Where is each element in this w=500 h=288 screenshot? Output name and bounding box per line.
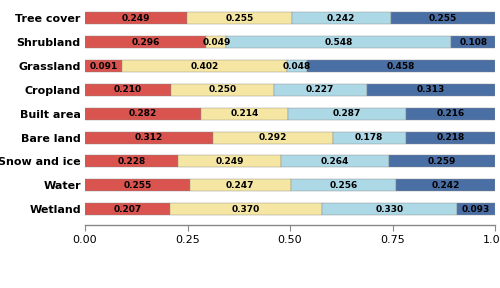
Bar bbox=[396, 179, 495, 191]
Bar bbox=[187, 12, 292, 24]
Text: 0.218: 0.218 bbox=[436, 133, 464, 142]
Bar bbox=[307, 60, 494, 72]
Text: 0.227: 0.227 bbox=[306, 86, 334, 94]
Text: 0.093: 0.093 bbox=[462, 205, 490, 214]
Bar bbox=[85, 132, 213, 143]
Bar bbox=[85, 84, 171, 96]
Legend: DW, ESA, ESRI, CLCD: DW, ESA, ESRI, CLCD bbox=[204, 285, 376, 288]
Bar bbox=[178, 156, 280, 167]
Bar bbox=[85, 12, 187, 24]
Bar bbox=[274, 84, 366, 96]
Text: 0.256: 0.256 bbox=[329, 181, 358, 190]
Text: 0.108: 0.108 bbox=[459, 38, 488, 47]
Bar bbox=[291, 179, 396, 191]
Bar bbox=[85, 203, 170, 215]
Bar bbox=[85, 36, 206, 48]
Text: 0.370: 0.370 bbox=[232, 205, 260, 214]
Text: 0.242: 0.242 bbox=[327, 14, 356, 23]
Text: 0.402: 0.402 bbox=[190, 62, 219, 71]
Text: 0.049: 0.049 bbox=[202, 38, 230, 47]
Text: 0.216: 0.216 bbox=[436, 109, 464, 118]
Text: 0.458: 0.458 bbox=[386, 62, 415, 71]
Bar bbox=[391, 12, 496, 24]
Text: 0.249: 0.249 bbox=[216, 157, 244, 166]
Bar bbox=[122, 60, 287, 72]
Bar bbox=[213, 132, 332, 143]
Text: 0.210: 0.210 bbox=[114, 86, 142, 94]
Text: 0.255: 0.255 bbox=[225, 14, 254, 23]
Bar bbox=[85, 60, 122, 72]
Text: 0.247: 0.247 bbox=[226, 181, 254, 190]
Text: 0.048: 0.048 bbox=[283, 62, 311, 71]
Bar bbox=[85, 108, 200, 120]
Text: 0.330: 0.330 bbox=[375, 205, 404, 214]
Text: 0.214: 0.214 bbox=[230, 109, 258, 118]
Bar bbox=[451, 36, 496, 48]
Bar bbox=[288, 108, 406, 120]
Bar bbox=[170, 203, 322, 215]
Text: 0.287: 0.287 bbox=[333, 109, 362, 118]
Bar bbox=[226, 36, 451, 48]
Bar bbox=[366, 84, 495, 96]
Bar bbox=[389, 156, 495, 167]
Bar bbox=[190, 179, 291, 191]
Text: 0.296: 0.296 bbox=[132, 38, 160, 47]
Bar bbox=[292, 12, 391, 24]
Text: 0.292: 0.292 bbox=[258, 133, 287, 142]
Text: 0.242: 0.242 bbox=[431, 181, 460, 190]
Bar bbox=[200, 108, 288, 120]
Text: 0.313: 0.313 bbox=[416, 86, 445, 94]
Text: 0.249: 0.249 bbox=[122, 14, 150, 23]
Text: 0.091: 0.091 bbox=[90, 62, 118, 71]
Text: 0.228: 0.228 bbox=[118, 157, 146, 166]
Text: 0.259: 0.259 bbox=[428, 157, 456, 166]
Bar bbox=[457, 203, 495, 215]
Bar bbox=[206, 36, 227, 48]
Text: 0.250: 0.250 bbox=[208, 86, 236, 94]
Bar bbox=[171, 84, 274, 96]
Text: 0.255: 0.255 bbox=[123, 181, 152, 190]
Text: 0.282: 0.282 bbox=[128, 109, 157, 118]
Bar bbox=[280, 156, 389, 167]
Text: 0.264: 0.264 bbox=[320, 157, 349, 166]
Text: 0.178: 0.178 bbox=[355, 133, 384, 142]
Text: 0.207: 0.207 bbox=[114, 205, 141, 214]
Bar bbox=[85, 179, 190, 191]
Bar bbox=[406, 132, 495, 143]
Bar bbox=[322, 203, 457, 215]
Bar bbox=[406, 108, 494, 120]
Text: 0.312: 0.312 bbox=[135, 133, 163, 142]
Bar bbox=[287, 60, 307, 72]
Bar bbox=[85, 156, 178, 167]
Text: 0.255: 0.255 bbox=[429, 14, 458, 23]
Bar bbox=[332, 132, 406, 143]
Text: 0.548: 0.548 bbox=[324, 38, 353, 47]
